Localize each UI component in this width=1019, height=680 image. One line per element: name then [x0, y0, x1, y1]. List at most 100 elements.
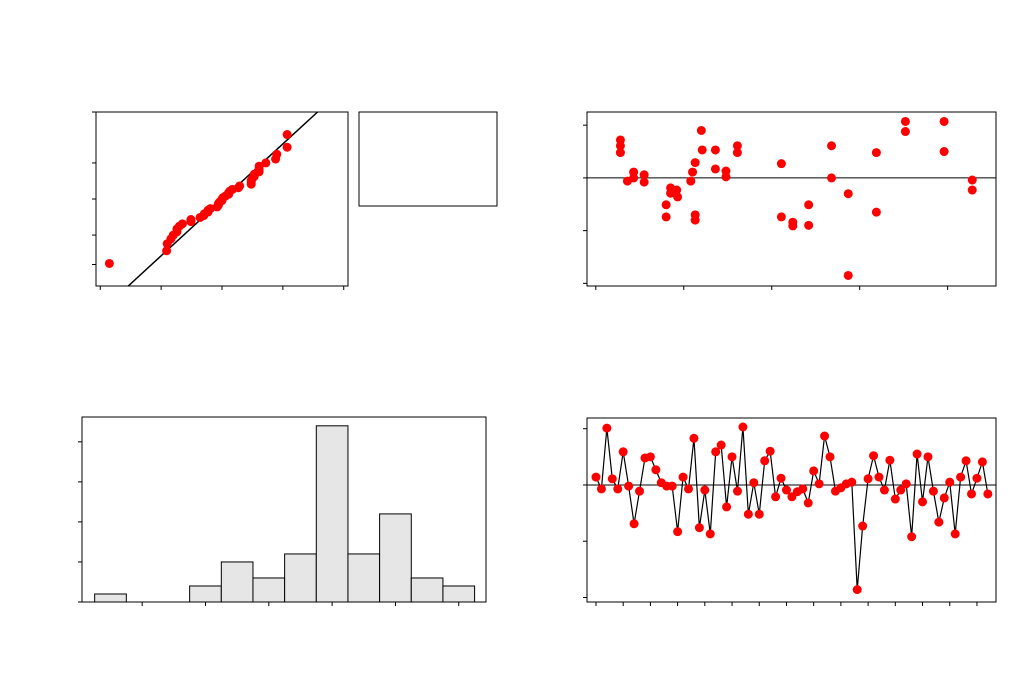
point	[686, 176, 696, 186]
point	[661, 212, 671, 222]
point	[869, 451, 879, 461]
point	[235, 181, 245, 191]
point	[667, 481, 677, 491]
point	[254, 161, 264, 171]
point	[672, 185, 682, 195]
point	[900, 127, 910, 137]
point	[939, 116, 949, 126]
point	[879, 485, 889, 495]
point	[629, 519, 639, 529]
point	[939, 493, 949, 503]
point	[760, 456, 770, 466]
point	[776, 159, 786, 169]
point	[814, 479, 824, 489]
point	[635, 486, 645, 496]
bar	[442, 585, 476, 603]
point	[771, 492, 781, 502]
point	[858, 521, 868, 531]
point	[705, 529, 715, 539]
point	[950, 529, 960, 539]
bar	[347, 553, 381, 603]
point	[694, 523, 704, 533]
point	[967, 175, 977, 185]
point	[639, 170, 649, 180]
point	[743, 509, 753, 519]
point	[901, 479, 911, 489]
point	[847, 477, 857, 487]
plot-frame	[586, 111, 997, 287]
point	[272, 149, 282, 159]
point	[890, 494, 900, 504]
point	[977, 457, 987, 467]
point	[972, 473, 982, 483]
bar	[220, 561, 254, 603]
plot-frame	[586, 417, 997, 603]
point	[843, 270, 853, 280]
point	[282, 142, 292, 152]
point	[983, 489, 993, 499]
point	[809, 466, 819, 476]
point	[918, 497, 928, 507]
point	[749, 478, 759, 488]
point	[820, 431, 830, 441]
point	[697, 145, 707, 155]
point	[678, 472, 688, 482]
point	[104, 258, 114, 268]
point	[871, 207, 881, 217]
point	[639, 177, 649, 187]
point	[900, 116, 910, 126]
point	[261, 158, 271, 168]
bar	[252, 577, 286, 603]
point	[945, 477, 955, 487]
point	[871, 148, 881, 158]
point	[843, 189, 853, 199]
point	[613, 484, 623, 494]
point	[798, 484, 808, 494]
point	[939, 147, 949, 157]
point	[624, 481, 634, 491]
point	[732, 486, 742, 496]
point	[661, 200, 671, 210]
point	[615, 148, 625, 158]
point	[754, 509, 764, 519]
point	[618, 447, 628, 457]
point	[827, 141, 837, 151]
point	[852, 585, 862, 595]
bar	[379, 513, 412, 603]
point	[928, 486, 938, 496]
point	[700, 485, 710, 495]
point	[721, 172, 731, 182]
point	[896, 485, 906, 495]
point	[629, 173, 639, 183]
point	[162, 246, 172, 256]
bar	[284, 553, 317, 603]
point	[690, 215, 700, 225]
point	[689, 433, 699, 443]
point	[607, 474, 617, 484]
point	[827, 173, 837, 183]
point	[776, 473, 786, 483]
point	[688, 167, 698, 177]
point	[912, 449, 922, 459]
point	[710, 145, 720, 155]
point	[690, 158, 700, 168]
point	[825, 452, 835, 462]
point	[967, 185, 977, 195]
bar	[315, 425, 349, 603]
point	[673, 192, 683, 202]
point	[781, 485, 791, 495]
point	[710, 164, 720, 174]
point	[651, 465, 661, 475]
point	[711, 447, 721, 457]
point	[967, 489, 977, 499]
point	[186, 215, 196, 225]
point	[885, 455, 895, 465]
point	[738, 422, 748, 432]
point	[923, 452, 933, 462]
point	[804, 220, 814, 230]
point	[934, 517, 944, 527]
point	[602, 423, 612, 433]
point	[961, 456, 971, 466]
